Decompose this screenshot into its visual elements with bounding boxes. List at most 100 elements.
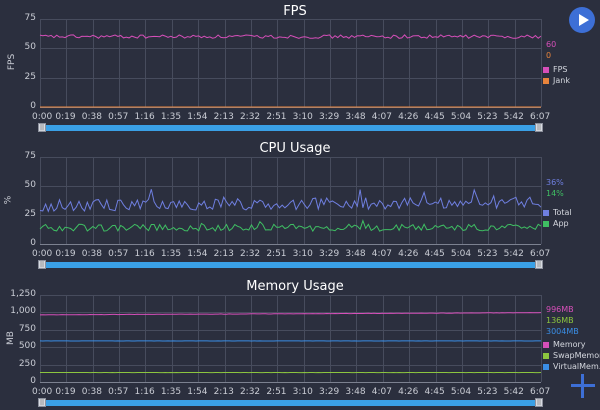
memory-y-tick-label: 250 [18, 358, 36, 369]
cpu-x-tick-label: 5:04 [450, 249, 472, 259]
cpu-x-tick-label: 0:57 [108, 249, 129, 259]
fps-slider-end-handle[interactable]: || [535, 123, 543, 132]
grid-line-vertical [277, 295, 278, 382]
fps-current-value: 60 [546, 40, 557, 49]
grid-line-vertical [409, 295, 410, 382]
cpu-legend-item[interactable]: App [543, 219, 569, 228]
fps-slider-start-handle[interactable]: || [38, 123, 46, 132]
grid-line-vertical [330, 157, 331, 244]
grid-line-vertical [145, 295, 146, 382]
grid-line-vertical [304, 157, 305, 244]
fps-legend-item[interactable]: FPS [543, 65, 568, 74]
memory-legend-item[interactable]: SwapMemory [543, 351, 600, 360]
fps-current-value: 0 [546, 51, 552, 60]
grid-line-vertical [436, 19, 437, 107]
grid-line-vertical [488, 157, 489, 244]
cpu-series-line-1 [39, 219, 542, 233]
cpu-current-value: 14% [546, 189, 564, 198]
grid-line-vertical [198, 19, 199, 107]
cpu-x-tick-label: 6:07 [530, 249, 551, 259]
play-button[interactable] [569, 7, 595, 33]
memory-series-line-0 [39, 312, 542, 316]
fps-y-tick-label: 0 [30, 101, 36, 111]
memory-x-tick-label: 5:23 [477, 387, 498, 397]
fps-x-tick-label: 0:19 [55, 112, 76, 122]
grid-line-vertical [66, 19, 67, 107]
fps-y-tick-label: 50 [24, 42, 36, 53]
fps-chart-panel: FPS FPS 75 50 25 0 0:00 0:19 0:38 0:57 1:16 1:35 1:… [0, 0, 600, 137]
grid-line-vertical [172, 295, 173, 382]
grid-line-horizontal [40, 48, 541, 49]
grid-line-vertical [145, 157, 146, 244]
memory-y-tick-label: 0 [30, 376, 36, 386]
cpu-x-tick-label: 3:48 [345, 249, 366, 259]
add-button[interactable] [569, 372, 597, 400]
cpu-y-tick-label: 25 [24, 209, 36, 219]
cpu-x-tick-label: 1:16 [134, 249, 155, 259]
cpu-y-tick-label: 0 [30, 238, 36, 248]
grid-line-vertical [541, 19, 542, 107]
memory-x-axis [40, 382, 541, 383]
cpu-plot-area [39, 188, 542, 233]
memory-legend-item[interactable]: Memory [543, 340, 586, 349]
fps-x-tick-label: 0:57 [108, 112, 129, 122]
grid-line-vertical [93, 19, 94, 107]
memory-x-tick-label: 5:04 [450, 387, 472, 397]
cpu-x-tick-label: 2:51 [266, 249, 287, 259]
cpu-x-tick-label: 4:07 [371, 249, 392, 259]
cpu-chart-title: CPU Usage [259, 141, 331, 156]
fps-y-tick-label: 75 [24, 13, 36, 23]
grid-line-horizontal [40, 365, 541, 366]
memory-y-tick-label: 1,000 [10, 306, 36, 317]
memory-x-tick-label: 1:35 [160, 387, 182, 397]
grid-line-horizontal [40, 157, 541, 158]
grid-line-horizontal [40, 312, 541, 313]
legend-swatch [543, 77, 549, 84]
memory-x-tick-label: 5:42 [503, 387, 524, 397]
fps-y-tick-label: 25 [24, 71, 36, 82]
grid-line-horizontal [40, 330, 541, 331]
grid-line-vertical [409, 19, 410, 107]
grid-line-vertical [304, 295, 305, 382]
memory-x-tick-label: 0:19 [55, 387, 76, 397]
memory-legend-item[interactable]: VirtualMem... [543, 362, 600, 371]
grid-line-vertical [172, 19, 173, 107]
grid-line-vertical [251, 295, 252, 382]
cpu-y-axis-label: % [3, 195, 14, 204]
grid-line-vertical [515, 295, 516, 382]
grid-line-vertical [225, 19, 226, 107]
grid-line-vertical [145, 19, 146, 107]
grid-line-vertical [119, 295, 120, 382]
fps-chart-title: FPS [283, 4, 307, 19]
cpu-x-tick-label: 4:26 [398, 249, 419, 259]
memory-slider-start-handle[interactable]: || [38, 398, 46, 407]
grid-line-vertical [66, 295, 67, 382]
fps-x-tick-label: 5:42 [503, 112, 524, 122]
legend-label: FPS [553, 65, 568, 74]
cpu-x-tick-label: 2:13 [213, 249, 234, 259]
grid-line-vertical [251, 157, 252, 244]
memory-current-value: 996MB [546, 305, 574, 314]
memory-x-tick-label: 0:38 [81, 387, 102, 397]
cpu-time-range-slider[interactable] [40, 262, 541, 268]
cpu-slider-start-handle[interactable]: || [38, 260, 46, 269]
fps-legend-item[interactable]: Jank [543, 76, 570, 85]
cpu-x-tick-label: 5:42 [503, 249, 524, 259]
cpu-legend-item[interactable]: Total [543, 208, 572, 217]
legend-swatch [543, 209, 549, 216]
fps-x-tick-label: 3:10 [292, 112, 313, 122]
memory-slider-end-handle[interactable]: || [535, 398, 543, 407]
memory-time-range-slider[interactable] [40, 400, 541, 406]
fps-x-tick-label: 2:13 [213, 112, 234, 122]
grid-line-horizontal [40, 19, 541, 20]
legend-swatch [543, 363, 549, 370]
fps-x-tick-label: 0:38 [81, 112, 102, 122]
grid-line-horizontal [40, 215, 541, 216]
grid-line-vertical [515, 19, 516, 107]
cpu-x-tick-label: 1:35 [160, 249, 182, 259]
fps-time-range-slider[interactable] [40, 125, 541, 131]
cpu-slider-end-handle[interactable]: || [535, 260, 543, 269]
grid-line-vertical [462, 295, 463, 382]
memory-y-tick-label: 500 [18, 341, 36, 352]
grid-line-vertical [462, 19, 463, 107]
